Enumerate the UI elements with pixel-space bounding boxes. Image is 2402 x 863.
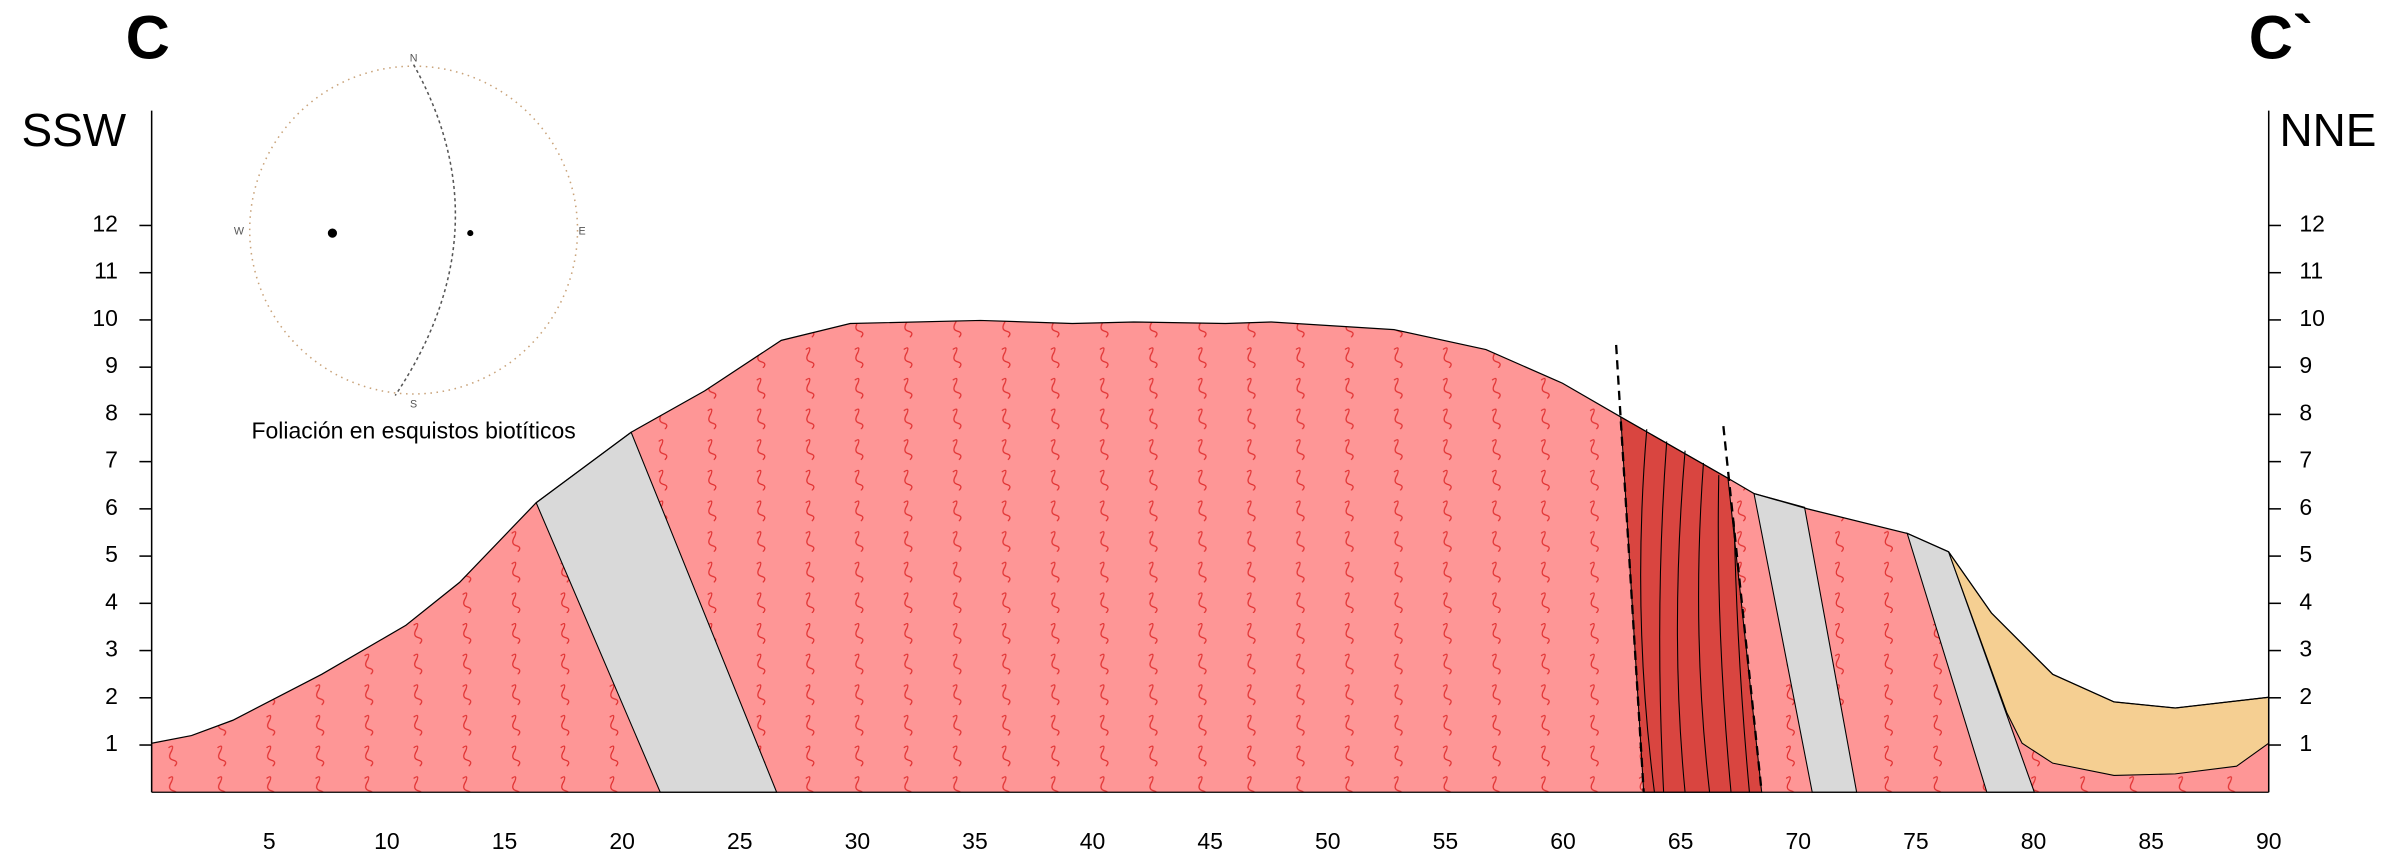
x-tick-label: 55 xyxy=(1433,828,1459,854)
x-tick-label: 85 xyxy=(2138,828,2164,854)
y-tick-label: 1 xyxy=(105,730,118,756)
x-tick-label: 15 xyxy=(492,828,518,854)
x-tick-label: 70 xyxy=(1785,828,1811,854)
cardinal: E xyxy=(579,226,586,238)
dike xyxy=(1620,415,1763,793)
x-tick-label: 10 xyxy=(374,828,400,854)
x-tick-label: 80 xyxy=(2021,828,2047,854)
x-tick-label: 45 xyxy=(1197,828,1223,854)
x-tick-label: 90 xyxy=(2256,828,2282,854)
direction-label: NNE xyxy=(2279,104,2376,156)
y-tick-label: 10 xyxy=(92,305,118,331)
cardinal: W xyxy=(234,226,245,238)
y-tick-label: 8 xyxy=(2299,399,2312,425)
y-tick-label: 5 xyxy=(105,541,118,567)
y-tick-label: 3 xyxy=(2299,636,2312,662)
y-tick-label: 7 xyxy=(2299,447,2312,473)
y-tick-label: 10 xyxy=(2299,305,2325,331)
y-tick-label: 9 xyxy=(105,352,118,378)
stereonet-circle xyxy=(248,65,579,395)
y-tick-label: 7 xyxy=(105,447,118,473)
great-circle xyxy=(394,64,457,396)
section-label: C` xyxy=(2249,3,2314,71)
pole xyxy=(327,228,338,238)
y-tick-label: 6 xyxy=(105,494,118,520)
topography xyxy=(151,319,2269,744)
y-tick-label: 3 xyxy=(105,636,118,662)
x-tick-label: 30 xyxy=(845,828,871,854)
cardinal: S xyxy=(410,399,417,411)
y-tick-label: 8 xyxy=(105,399,118,425)
x-tick-label: 75 xyxy=(1903,828,1929,854)
y-tick-label: 2 xyxy=(105,683,118,709)
x-tick-label: 60 xyxy=(1550,828,1576,854)
section-label: C xyxy=(126,3,170,71)
x-tick-label: 35 xyxy=(962,828,988,854)
stereonet: N S W E Foliación en esquistos biotítico… xyxy=(234,53,586,444)
y-tick-label: 11 xyxy=(94,258,118,284)
y-tick-label: 1 xyxy=(2299,730,2312,756)
y-tick-label: 6 xyxy=(2299,494,2312,520)
pole xyxy=(467,230,474,237)
x-tick-label: 25 xyxy=(727,828,753,854)
dike-foliation xyxy=(1640,429,1750,793)
y-tick-label: 9 xyxy=(2299,352,2312,378)
x-tick-label: 5 xyxy=(263,828,276,854)
y-tick-label: 12 xyxy=(2299,211,2325,237)
y-tick-label: 4 xyxy=(2299,588,2312,614)
x-tick-label: 20 xyxy=(609,828,635,854)
fault xyxy=(1722,426,1763,793)
y-tick-label: 5 xyxy=(2299,541,2312,567)
geology xyxy=(151,319,2270,793)
fault xyxy=(1614,344,1645,793)
y-tick-label: 2 xyxy=(2299,683,2312,709)
x-tick-label: 65 xyxy=(1668,828,1694,854)
y-tick-label: 11 xyxy=(2299,258,2323,284)
y-tick-label: 12 xyxy=(92,211,118,237)
direction-label: SSW xyxy=(21,104,126,156)
caption: Foliación en esquistos biotíticos xyxy=(251,417,575,443)
x-tick-label: 40 xyxy=(1080,828,1106,854)
x-tick-label: 50 xyxy=(1315,828,1341,854)
cardinal: N xyxy=(410,53,418,65)
y-tick-label: 4 xyxy=(105,588,118,614)
